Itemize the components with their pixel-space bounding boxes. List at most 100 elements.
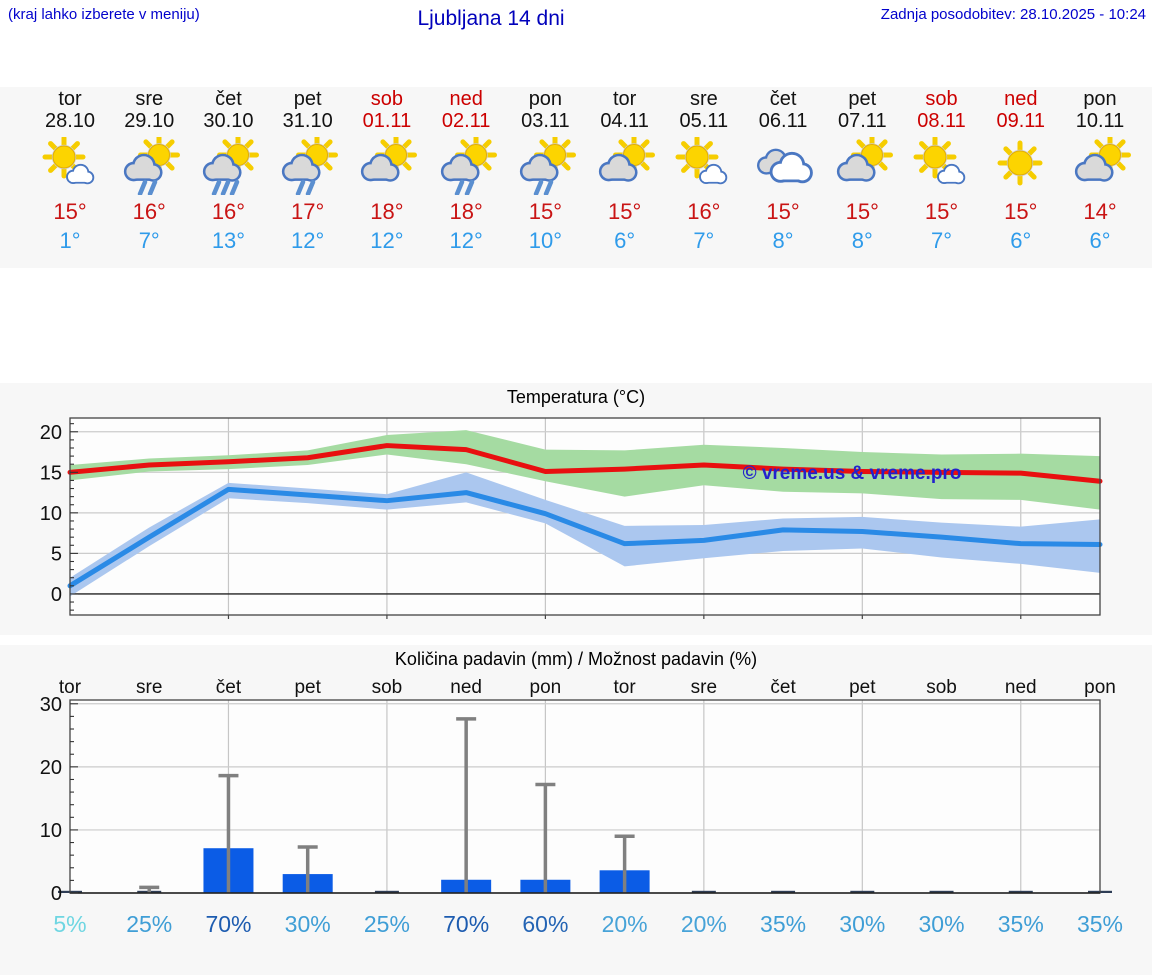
precip-probability-label: 70%: [205, 911, 251, 937]
sun-ray: [481, 139, 492, 150]
rain-drop: [211, 179, 222, 195]
sun-ray: [47, 141, 58, 152]
sun-ray: [1026, 169, 1037, 180]
sun-ray: [560, 139, 571, 150]
sun-ray: [639, 160, 650, 171]
day-date-label: 08.11: [917, 110, 966, 132]
sun-disc: [685, 145, 709, 169]
day-name-label: ned: [449, 88, 483, 110]
cloud-part: [780, 169, 802, 180]
day-forecast: sre 05.11 16° 7°: [664, 87, 743, 268]
precip-day-label: čet: [216, 677, 242, 698]
tmin-label: 1°: [59, 228, 81, 253]
precip-probability-label: 20%: [602, 911, 648, 937]
sun-ray: [1115, 160, 1126, 171]
day-name-label: čet: [769, 88, 797, 110]
rain-drop: [137, 179, 147, 195]
sun-ray: [1003, 169, 1014, 180]
day-name-label: sre: [689, 88, 718, 110]
sun-ray: [1115, 139, 1126, 150]
day-name-label: pon: [1083, 88, 1117, 110]
tmax-label: 15°: [528, 199, 563, 224]
sun-ray: [47, 162, 58, 173]
tmin-label: 8°: [772, 228, 794, 253]
precipitation-chart: Količina padavin (mm) / Možnost padavin …: [0, 645, 1152, 975]
rain-drop: [454, 179, 464, 195]
sun-small-cloud-icon: [913, 137, 966, 185]
day-name-label: čet: [215, 88, 242, 110]
day-date-label: 28.10: [44, 110, 96, 132]
sun-ray: [402, 160, 413, 171]
tmax-label: 16°: [687, 199, 721, 224]
sun-ray: [877, 139, 888, 150]
precip-probability-label: 5%: [53, 911, 86, 937]
sun-icon: [997, 140, 1043, 186]
y-tick-label: 30: [40, 694, 62, 716]
sun-ray: [243, 160, 254, 171]
sun-ray: [380, 139, 391, 150]
precip-bar: [691, 890, 716, 893]
day-forecast: tor 28.10 15° 1°: [31, 87, 110, 268]
precip-probability-label: 25%: [364, 911, 410, 937]
rain-drop: [295, 179, 306, 195]
precip-probability-label: 60%: [522, 911, 568, 937]
cloudy-icon: [756, 148, 813, 184]
day-date-label: 06.11: [758, 110, 808, 132]
sun-disc: [52, 145, 75, 169]
day-date-label: 01.11: [362, 110, 412, 132]
precip-probability-label: 35%: [760, 911, 806, 937]
day-name-label: pet: [293, 88, 322, 110]
sun-ray: [681, 141, 692, 152]
sun-ray: [164, 160, 175, 171]
precip-bar: [850, 890, 875, 893]
precip-probability-label: 30%: [839, 911, 885, 937]
cloud-part: [450, 169, 470, 179]
tmin-label: 6°: [614, 228, 636, 253]
precip-probability-label: 35%: [1077, 911, 1123, 937]
tmin-label: 7°: [931, 228, 953, 253]
cloud-part: [371, 169, 391, 179]
tmax-label: 14°: [1083, 199, 1117, 224]
sun-disc: [1007, 150, 1033, 176]
sun-ray: [322, 139, 333, 150]
day-forecast: sob 01.11 18° 12°: [347, 87, 426, 268]
tmin-label: 7°: [693, 228, 715, 253]
tmin-label: 12°: [291, 228, 325, 253]
precip-day-label: sob: [926, 677, 957, 698]
tmin-label: 10°: [528, 228, 563, 253]
rain-drop: [543, 179, 554, 195]
temp-min-band: [70, 472, 1100, 597]
rain-drop: [464, 179, 474, 195]
y-tick-label: 15: [40, 462, 62, 484]
tmax-label: 18°: [449, 199, 483, 224]
day-forecast: ned 02.11 18° 12°: [427, 87, 506, 268]
precip-day-label: ned: [1005, 677, 1037, 698]
day-date-label: 09.11: [996, 110, 1046, 132]
sun-ray: [222, 139, 233, 150]
temp-max-line: [67, 443, 1103, 484]
tmin-label: 12°: [370, 228, 404, 253]
sun-ray: [1026, 146, 1037, 157]
tmax-label: 15°: [53, 199, 87, 224]
day-forecast: pet 07.11 15° 8°: [823, 87, 902, 268]
sun-ray: [856, 139, 867, 150]
cloud-part: [944, 175, 959, 182]
sun-small-cloud-icon: [42, 137, 94, 185]
daily-forecast-strip: tor 28.10 15° 1° sre 29.10 16° 7° čet 30.10 16° 13°…: [0, 87, 1152, 268]
day-forecast: pon 03.11 15° 10°: [506, 87, 585, 268]
precip-bar: [929, 890, 954, 893]
precip-day-label: pet: [849, 677, 876, 698]
precip-probability-label: 20%: [681, 911, 727, 937]
precip-day-label: tor: [614, 677, 637, 698]
temperature-chart-title: Temperatura (°C): [506, 387, 646, 407]
tmax-label: 15°: [924, 199, 959, 224]
temperature-plot: 0 5 10 15 20 © vreme.us & vreme.pro: [40, 417, 1103, 619]
watermark-link[interactable]: © vreme.us & vreme.pro: [743, 463, 962, 484]
plot-border: [69, 417, 1101, 616]
cloud-part: [212, 169, 233, 179]
day-forecast: pon 10.11 14° 6°: [1061, 87, 1140, 268]
y-tick-label: 5: [51, 543, 62, 565]
cloud-part: [706, 175, 721, 182]
precip-probability-label: 30%: [919, 911, 965, 937]
day-name-label: pon: [528, 88, 563, 110]
